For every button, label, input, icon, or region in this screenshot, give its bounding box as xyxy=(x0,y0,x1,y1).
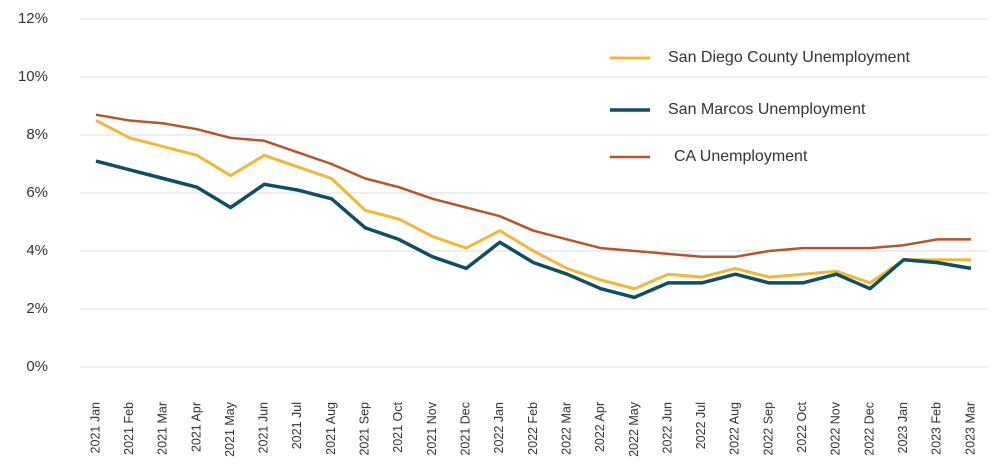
y-tick-label: 2% xyxy=(26,300,48,317)
legend-label: San Diego County Unemployment xyxy=(668,49,910,66)
x-tick-label: 2021 May xyxy=(223,401,237,457)
x-tick-label: 2022 May xyxy=(627,401,641,457)
x-tick-label: 2021 Jul xyxy=(290,402,304,449)
series-line xyxy=(95,159,972,300)
series-line xyxy=(95,119,971,291)
series-line xyxy=(95,113,971,259)
x-tick-label: 2022 Aug xyxy=(728,402,742,455)
x-tick-label: 2022 Mar xyxy=(559,402,573,455)
x-tick-label: 2022 Jan xyxy=(492,402,506,453)
y-tick-label: 10% xyxy=(18,68,48,85)
x-tick-label: 2022 Oct xyxy=(795,401,809,452)
x-tick-label: 2022 Jul xyxy=(694,402,708,449)
x-tick-label: 2021 Apr xyxy=(189,402,203,452)
legend-label: CA Unemployment xyxy=(674,148,808,165)
x-tick-label: 2022 Feb xyxy=(526,402,540,455)
x-tick-label: 2021 Mar xyxy=(156,402,170,455)
x-tick-label: 2022 Sep xyxy=(761,402,775,456)
x-tick-label: 2023 Feb xyxy=(930,402,944,455)
x-tick-label: 2021 Dec xyxy=(458,402,472,456)
x-tick-label: 2021 Nov xyxy=(425,401,439,455)
x-tick-label: 2021 Aug xyxy=(324,402,338,455)
x-tick-label: 2021 Feb xyxy=(122,402,136,455)
x-tick-label: 2022 Dec xyxy=(862,402,876,456)
x-tick-label: 2021 Oct xyxy=(391,401,405,452)
y-tick-label: 12% xyxy=(18,10,48,27)
x-tick-label: 2022 Jun xyxy=(660,402,674,453)
y-tick-label: 0% xyxy=(26,358,48,375)
legend-label: San Marcos Unemployment xyxy=(668,101,866,118)
y-tick-label: 4% xyxy=(26,242,48,259)
x-tick-label: 2023 Mar xyxy=(963,402,977,455)
x-tick-label: 2021 Sep xyxy=(358,402,372,456)
y-tick-label: 8% xyxy=(26,126,48,143)
y-tick-label: 6% xyxy=(26,184,48,201)
x-tick-label: 2021 Jan xyxy=(88,402,102,453)
x-tick-label: 2022 Nov xyxy=(829,401,843,455)
x-tick-label: 2022 Apr xyxy=(593,402,607,452)
x-tick-label: 2021 Jun xyxy=(257,402,271,453)
x-tick-label: 2023 Jan xyxy=(896,402,910,453)
